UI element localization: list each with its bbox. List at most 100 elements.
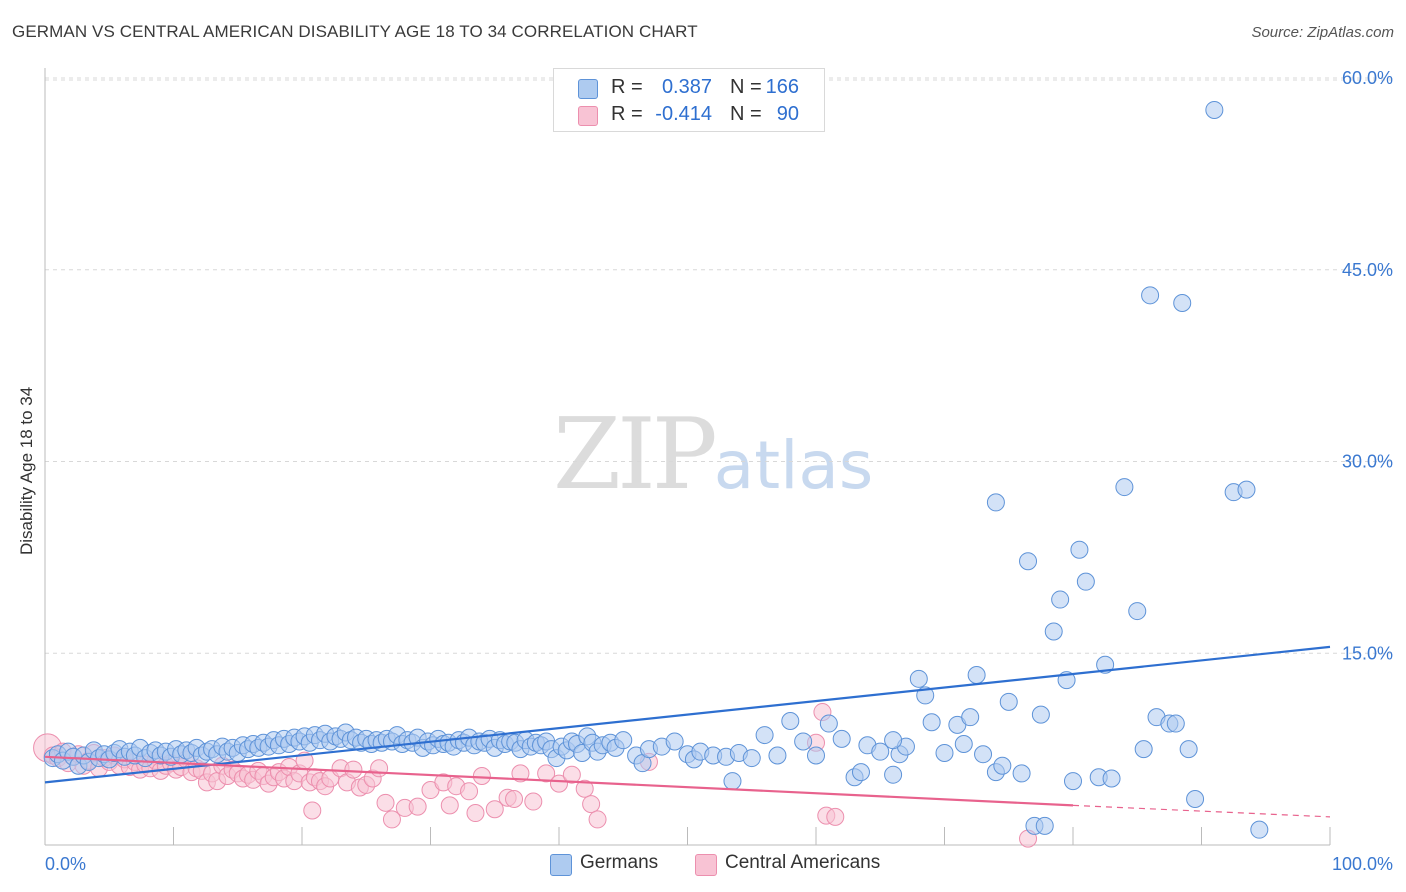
german-point [1035, 816, 1054, 835]
german-point [1237, 480, 1256, 499]
german-point [1076, 572, 1095, 591]
german-point [851, 763, 870, 782]
german-point [1064, 772, 1082, 791]
central-american-point [408, 797, 427, 816]
german-point [832, 729, 851, 748]
y-tick-label: 30.0% [1342, 452, 1393, 472]
legend-n-value: 166 [765, 76, 799, 98]
legend-r-label: R = [611, 76, 643, 98]
legend-row-germans: R = 0.387 N = 166 [554, 75, 824, 101]
legend-central-americans-swatch [695, 854, 717, 876]
german-point [723, 772, 742, 791]
german-point [1096, 655, 1115, 674]
german-point [1012, 764, 1031, 783]
central-american-point [826, 807, 845, 826]
german-point [1166, 714, 1185, 733]
german-point [1173, 293, 1192, 312]
german-point [967, 665, 986, 684]
german-point [909, 669, 928, 688]
central-americans-trend-extension [1072, 804, 1331, 818]
trend-lines [44, 645, 1331, 818]
central-american-point [485, 800, 504, 819]
central-american-point [440, 796, 459, 815]
legend-central-americans-label: Central Americans [725, 852, 881, 873]
german-point [916, 686, 935, 705]
central-american-point [562, 765, 581, 784]
german-point [781, 712, 800, 731]
german-point [935, 743, 954, 762]
german-point [768, 746, 787, 765]
central-american-point [505, 789, 524, 808]
german-point [794, 732, 813, 751]
german-point [665, 732, 684, 751]
central-american-point [382, 810, 401, 829]
german-point [999, 692, 1018, 711]
german-point [1128, 602, 1147, 621]
central-american-point [466, 804, 485, 823]
german-point [1019, 552, 1038, 571]
german-point [742, 749, 761, 768]
x-tick-label-max: 100.0% [1332, 854, 1393, 874]
legend-n-label: N = [730, 76, 762, 98]
legend-n-value: 90 [776, 103, 799, 125]
legend-germans-swatch [550, 854, 572, 876]
y-axis-label: Disability Age 18 to 34 [17, 386, 36, 555]
central-american-point [472, 766, 491, 785]
central-american-point [303, 801, 322, 820]
german-point [961, 708, 980, 727]
german-point [1179, 740, 1198, 759]
central-american-point [582, 795, 601, 814]
central-american-point [460, 782, 479, 801]
german-point [807, 746, 825, 765]
central-american-point [550, 774, 568, 793]
german-point [1115, 478, 1134, 497]
german-point [614, 731, 633, 750]
y-tick-label: 60.0% [1342, 68, 1393, 88]
german-point [1044, 622, 1063, 641]
german-point [1051, 590, 1070, 609]
central-american-point [537, 764, 556, 783]
central-american-point [344, 760, 363, 779]
legend-germans-label: Germans [580, 852, 659, 873]
german-point [954, 735, 973, 754]
german-point [1141, 286, 1160, 305]
central-american-point [370, 759, 389, 778]
german-point [922, 713, 941, 732]
german-point [1205, 100, 1224, 119]
german-point [1250, 820, 1269, 839]
german-point [1102, 769, 1121, 788]
legend-swatch-germans [578, 79, 598, 99]
germans-points [43, 100, 1269, 839]
germans-trend-line [44, 645, 1331, 784]
central-american-point [511, 764, 530, 783]
german-point [1070, 540, 1089, 559]
legend-r-value: -0.414 [655, 103, 712, 125]
y-tick-label: 45.0% [1342, 260, 1393, 280]
watermark: ZIPatlas [553, 398, 873, 512]
central-american-point [575, 779, 594, 798]
german-point [884, 731, 903, 750]
correlation-legend: R = 0.387 N = 166 R = -0.414 N = 90 [553, 68, 825, 132]
german-point [871, 742, 890, 761]
german-point [993, 756, 1012, 775]
german-point [884, 765, 903, 784]
central-american-point [376, 793, 395, 812]
legend-swatch-central-americans [578, 106, 598, 126]
german-point [974, 745, 993, 764]
german-point [986, 493, 1005, 512]
tick-labels: 15.0% 30.0% 45.0% 60.0% 0.0% 100.0% [45, 68, 1393, 874]
chart-title: GERMAN VS CENTRAL AMERICAN DISABILITY AG… [12, 22, 698, 41]
legend-row-central-americans: R = -0.414 N = 90 [554, 102, 824, 128]
german-point [755, 726, 774, 745]
central-americans-trend-line [44, 755, 1074, 807]
legend-r-value: 0.387 [661, 76, 712, 98]
german-point [1134, 740, 1153, 759]
watermark-zip: ZIP [553, 398, 718, 512]
chart-source: Source: ZipAtlas.com [1251, 24, 1394, 41]
german-point [1031, 705, 1050, 724]
german-point [819, 714, 838, 733]
central-american-point [524, 792, 543, 811]
watermark-atlas: atlas [713, 427, 874, 504]
grid-lines [45, 77, 1392, 654]
x-tick-label-min: 0.0% [45, 854, 86, 874]
